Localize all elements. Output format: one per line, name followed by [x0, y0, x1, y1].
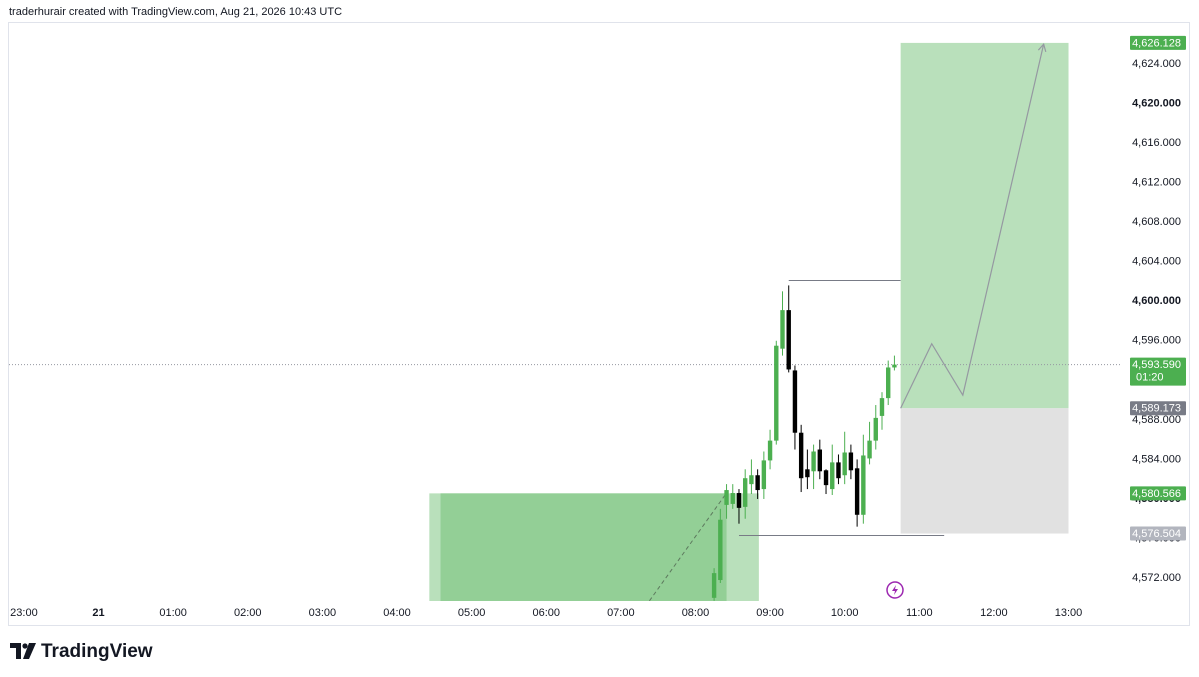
x-tick-label: 11:00 — [906, 607, 933, 619]
chart-border — [8, 22, 1190, 626]
x-tick-label: 12:00 — [980, 607, 1008, 619]
candle-body — [798, 432, 804, 479]
candle-body — [861, 455, 866, 515]
price-label-box — [1130, 401, 1186, 416]
axes: 23:00 21 01:00 02:00 03:00 04:00 05:00 06:00 07:… — [10, 35, 1186, 619]
candle-body — [823, 470, 829, 486]
plot-area — [9, 42, 1122, 601]
price-label-box — [1130, 526, 1186, 541]
candle-body — [786, 310, 791, 370]
y-tick-label: 4,572.000 — [1132, 572, 1181, 584]
x-tick-label: 05:00 — [458, 607, 486, 619]
price-label: 4,626.128 — [1132, 37, 1181, 49]
x-tick-label: 23:00 — [10, 607, 38, 619]
x-tick-label: 01:00 — [159, 607, 187, 619]
candle-body — [854, 468, 860, 515]
candle-body — [879, 398, 885, 416]
candle-body — [742, 478, 748, 507]
y-tick-label: 4,620.000 — [1132, 97, 1181, 109]
candle-body — [736, 493, 742, 508]
candle-body — [811, 451, 816, 472]
candle-body — [867, 440, 872, 459]
candle-body — [886, 367, 891, 399]
position-profit — [900, 42, 1069, 409]
x-tick-label: 03:00 — [309, 607, 337, 619]
price-label: 4,576.504 — [1132, 528, 1181, 540]
price-label: 4,580.566 — [1132, 488, 1181, 500]
candle-body — [873, 417, 878, 441]
logo-text: TradingView — [41, 641, 153, 662]
zone-inner — [440, 493, 727, 601]
candle-body — [749, 475, 754, 485]
candle-body — [755, 475, 760, 491]
candle-body — [780, 310, 785, 349]
event-icon — [886, 581, 904, 599]
x-tick-label: 13:00 — [1055, 607, 1083, 619]
candle-body — [767, 440, 773, 461]
y-tick-label: 4,584.000 — [1132, 453, 1181, 465]
header: traderhurair created with TradingView.co… — [9, 6, 342, 18]
candle-body — [718, 519, 723, 581]
current-price-label: 4,593.590 — [1132, 359, 1181, 371]
current-price-box — [1130, 357, 1186, 386]
y-tick-label: 4,588.000 — [1132, 414, 1181, 426]
candle-body — [805, 469, 810, 478]
projection-arrowhead — [1037, 42, 1047, 53]
y-tick-label: 4,612.000 — [1132, 176, 1181, 188]
candle-body — [892, 364, 897, 368]
candle-body — [724, 490, 729, 505]
y-tick-label: 4,608.000 — [1132, 216, 1181, 228]
x-tick-label: 06:00 — [532, 607, 560, 619]
projection-path — [900, 44, 1045, 409]
position-loss — [900, 408, 1069, 534]
y-tick-label: 4,616.000 — [1132, 137, 1181, 149]
y-tick-label: 4,604.000 — [1132, 256, 1181, 268]
candle-body — [761, 460, 767, 490]
x-tick-label: 21 — [92, 607, 104, 619]
x-tick-label: 02:00 — [234, 607, 262, 619]
countdown: 01:20 — [1136, 372, 1164, 384]
candle-body — [730, 493, 735, 504]
x-tick-label: 08:00 — [682, 607, 710, 619]
candle-body — [817, 449, 823, 472]
candle-body — [792, 370, 798, 433]
y-tick-label: 4,596.000 — [1132, 335, 1181, 347]
candle-body — [848, 452, 854, 471]
candle-body — [836, 462, 841, 479]
price-label-box — [1130, 35, 1186, 50]
candle-body — [711, 573, 717, 598]
x-tick-label: 04:00 — [383, 607, 411, 619]
y-tick-label: 4,624.000 — [1132, 58, 1181, 70]
dashed-line — [649, 492, 727, 601]
price-label: 4,589.173 — [1132, 403, 1181, 415]
x-tick-label: 10:00 — [831, 607, 859, 619]
logo-mark — [10, 643, 36, 659]
y-tick-label: 4,600.000 — [1132, 295, 1181, 307]
candle-body — [842, 452, 847, 476]
price-label-box — [1130, 486, 1186, 501]
candle-body — [774, 345, 779, 441]
candle-body — [830, 462, 835, 490]
x-tick-label: 09:00 — [756, 607, 784, 619]
x-tick-label: 07:00 — [607, 607, 635, 619]
